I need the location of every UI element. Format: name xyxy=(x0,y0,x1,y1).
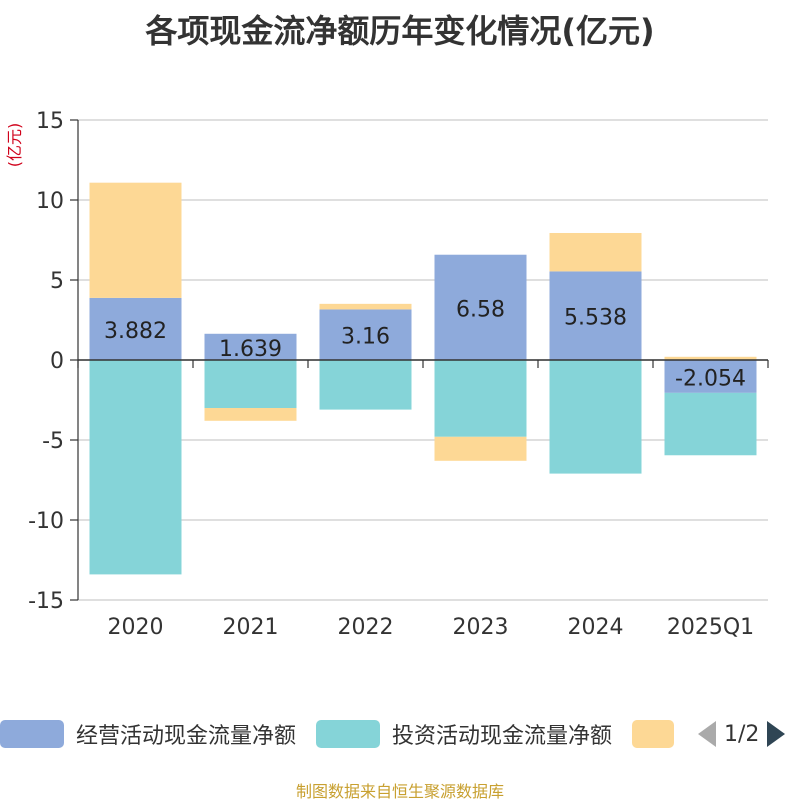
legend-next-icon[interactable] xyxy=(767,721,786,747)
bar-s1-2021 xyxy=(204,360,297,408)
y-tick-label: -15 xyxy=(28,589,64,614)
legend: 经营活动现金流量净额 投资活动现金流量净额 xyxy=(0,716,694,752)
legend-swatch-third xyxy=(632,720,675,748)
legend-item-third[interactable] xyxy=(632,720,675,748)
axes: 15 10 5 0 -5 -10 -15 2020 2021 2022 2023 2024 2025Q1 xyxy=(28,109,769,640)
x-tick-label: 2022 xyxy=(338,615,394,640)
legend-pager: 1/2 xyxy=(698,716,786,752)
data-label: 1.639 xyxy=(219,337,282,362)
bar-s1-2025Q1 xyxy=(664,392,757,456)
data-label: 5.538 xyxy=(564,306,627,331)
data-label: 6.58 xyxy=(456,297,505,322)
data-label: -2.054 xyxy=(675,366,746,391)
bars: 3.882 1.639 3.16 6.58 5.538 -2.054 xyxy=(89,182,757,575)
x-tick-label: 2020 xyxy=(108,615,164,640)
bar-s0-2024 xyxy=(549,271,642,360)
chart-title: 各项现金流净额历年变化情况(亿元) xyxy=(145,12,655,50)
legend-item-operating[interactable]: 经营活动现金流量净额 xyxy=(0,718,296,750)
bar-s2-2022 xyxy=(319,303,412,310)
bar-s2-2023 xyxy=(434,436,527,461)
y-tick-label: 0 xyxy=(50,349,64,374)
bar-s2-2025Q1 xyxy=(664,356,757,360)
bar-s0-2021 xyxy=(204,333,297,360)
y-axis-label: (亿元) xyxy=(5,123,24,168)
legend-page-indicator: 1/2 xyxy=(724,721,760,747)
bar-s1-2020 xyxy=(89,360,182,575)
bar-s0-2020 xyxy=(89,297,182,360)
legend-label-investing: 投资活动现金流量净额 xyxy=(392,724,613,749)
bar-s1-2023 xyxy=(434,360,527,437)
y-tick-label: -10 xyxy=(28,509,64,534)
y-tick-label: 10 xyxy=(36,189,64,214)
y-tick-label: -5 xyxy=(42,429,64,454)
data-source: 制图数据来自恒生聚源数据库 xyxy=(295,782,504,801)
y-tick-label: 15 xyxy=(36,109,64,134)
bar-s0-2025Q1 xyxy=(664,360,757,393)
legend-prev-icon[interactable] xyxy=(698,721,716,747)
x-tick-label: 2023 xyxy=(453,615,509,640)
data-label: 3.882 xyxy=(104,319,167,344)
legend-item-investing[interactable]: 投资活动现金流量净额 xyxy=(316,718,612,750)
x-tick-label: 2024 xyxy=(568,615,624,640)
x-tick-label: 2025Q1 xyxy=(667,615,754,640)
bar-s2-2021 xyxy=(204,408,297,421)
bar-s0-2022 xyxy=(319,309,412,360)
data-label: 3.16 xyxy=(341,325,390,350)
bar-s1-2022 xyxy=(319,360,412,410)
bar-s0-2023 xyxy=(434,254,527,360)
bar-s2-2020 xyxy=(89,182,182,298)
y-tick-label: 5 xyxy=(50,269,64,294)
bar-s2-2024 xyxy=(549,232,642,272)
chart-canvas: 3.882 1.639 3.16 6.58 5.538 -2.054 15 10 5 0 -5 -1… xyxy=(5,109,769,640)
legend-label-operating: 经营活动现金流量净额 xyxy=(76,724,297,749)
legend-swatch-operating xyxy=(0,720,64,748)
x-tick-label: 2021 xyxy=(223,615,279,640)
legend-swatch-investing xyxy=(316,720,381,748)
bar-s1-2024 xyxy=(549,360,642,474)
